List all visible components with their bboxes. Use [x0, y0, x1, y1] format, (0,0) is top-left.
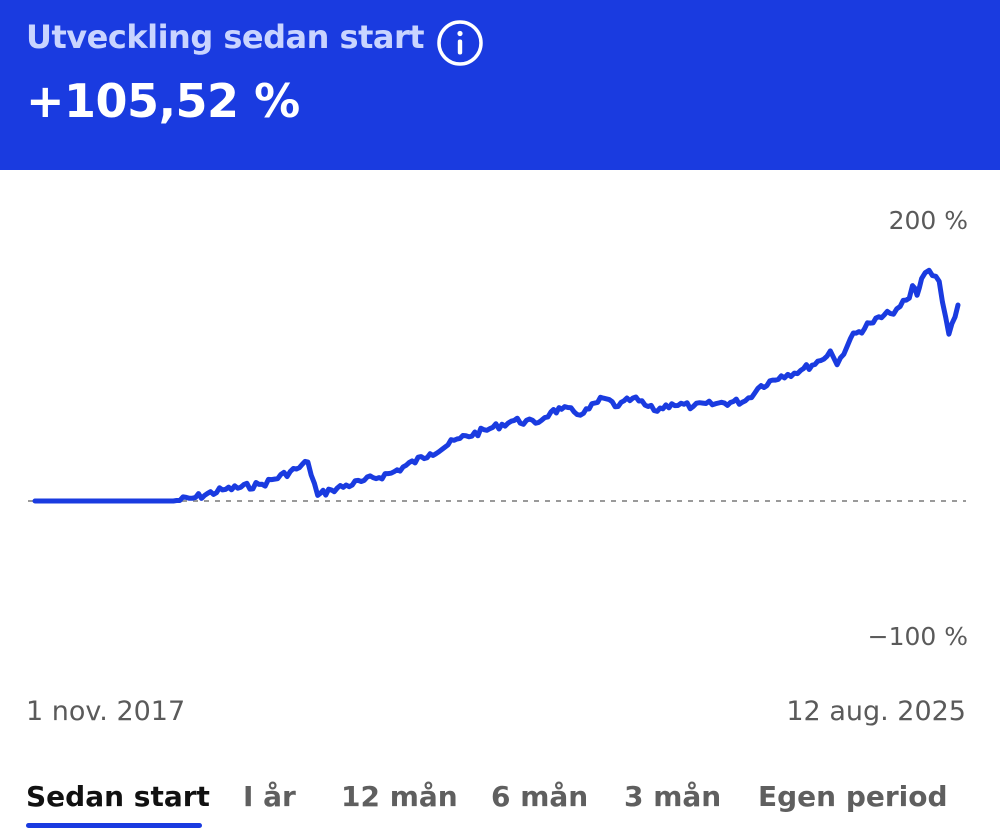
performance-value: +105,52 %: [26, 74, 300, 128]
tab-12-man[interactable]: 12 mån: [341, 780, 458, 813]
tab-sedan-start[interactable]: Sedan start: [26, 780, 210, 813]
x-axis-start-label: 1 nov. 2017: [26, 696, 186, 727]
x-axis-end-label: 12 aug. 2025: [786, 696, 966, 727]
performance-line: [32, 267, 961, 504]
tab-i-ar[interactable]: I år: [243, 780, 296, 813]
header-title: Utveckling sedan start: [26, 18, 425, 56]
info-icon[interactable]: [436, 19, 484, 67]
period-tabs: Sedan start I år 12 mån 6 mån 3 mån Egen…: [0, 770, 1000, 831]
active-tab-underline: [26, 823, 202, 828]
tab-3-man[interactable]: 3 mån: [624, 780, 722, 813]
header-banner: Utveckling sedan start +105,52 %: [0, 0, 1000, 170]
performance-chart: [28, 267, 966, 504]
y-axis-min-label: −100 %: [867, 622, 968, 651]
tab-6-man[interactable]: 6 mån: [491, 780, 589, 813]
tab-egen-period[interactable]: Egen period: [758, 780, 948, 813]
y-axis-max-label: 200 %: [888, 206, 968, 235]
